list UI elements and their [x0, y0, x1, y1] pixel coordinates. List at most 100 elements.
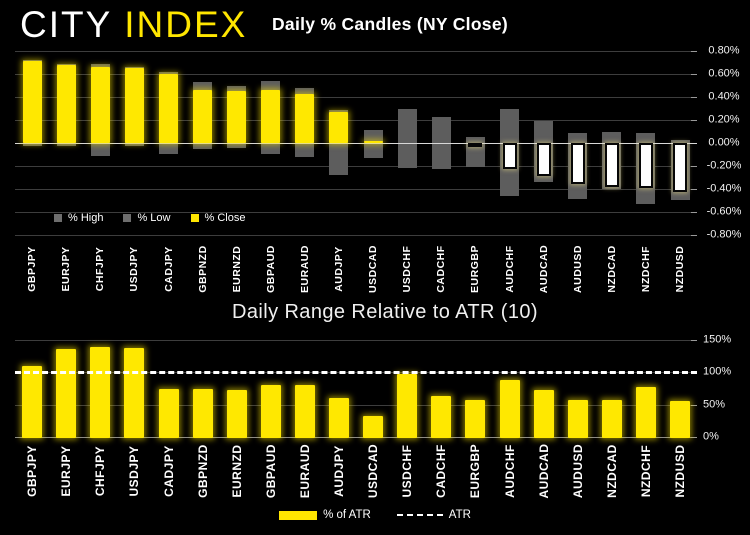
legend-item-low: % Low	[123, 212, 171, 224]
legend-low-label: % Low	[137, 212, 171, 224]
y-axis-label: 50%	[703, 398, 726, 411]
y-axis-label: -0.60%	[706, 205, 742, 218]
y-axis-tick	[691, 51, 697, 52]
x-axis-label: USDJPY	[127, 445, 142, 497]
high-low-bar	[22, 60, 42, 147]
y-axis-tick	[691, 166, 697, 167]
x-axis-label: AUDCHF	[502, 444, 517, 498]
x-axis-label: AUDCHF	[503, 245, 516, 293]
close-bar-positive	[261, 90, 281, 143]
legend-atr-pct-label: % of ATR	[323, 509, 371, 521]
y-axis-label: -0.40%	[706, 182, 742, 195]
gridline	[15, 404, 697, 406]
x-axis-label: EURNZD	[229, 444, 244, 498]
y-axis-tick	[691, 97, 697, 98]
high-low-bar	[329, 109, 349, 176]
close-bar-negative	[536, 143, 551, 177]
close-bar-positive	[227, 91, 247, 144]
high-low-bar	[159, 71, 178, 155]
x-axis-label: GBPJPY	[25, 445, 39, 497]
x-axis-label: GBPAUD	[263, 443, 278, 499]
gridline	[15, 51, 697, 52]
y-axis-tick	[691, 212, 697, 213]
x-axis-label: AUDJPY	[331, 445, 346, 497]
atr-percent-bar	[90, 347, 111, 438]
x-axis-label: AUDCAD	[537, 244, 550, 294]
x-axis-label: AUDCAD	[536, 443, 551, 499]
gridline	[15, 340, 697, 341]
gridline	[15, 120, 697, 121]
high-low-bar	[500, 108, 519, 196]
x-axis-label: NZDCAD	[605, 245, 618, 293]
y-axis-label: -0.20%	[706, 159, 742, 172]
x-axis-label: USDCAD	[367, 245, 380, 293]
atr-reference-line	[15, 370, 697, 374]
y-axis-label: 0.60%	[708, 67, 740, 80]
x-axis-label: GBPJPY	[26, 246, 38, 292]
close-bar-negative	[604, 143, 619, 187]
atr-percent-bar	[499, 380, 520, 438]
x-axis-label: GBPAUD	[264, 245, 277, 293]
legend-item-atr-pct: % of ATR	[279, 509, 371, 521]
legend-item-atr: ATR	[396, 509, 471, 521]
low-swatch-icon	[123, 214, 132, 222]
close-bar-positive	[56, 64, 76, 143]
y-axis-label: 0%	[703, 430, 719, 443]
atr-percent-bar	[226, 390, 247, 438]
close-bar-positive	[22, 61, 42, 143]
atr-percent-bar	[22, 365, 42, 438]
high-low-bar	[670, 139, 690, 201]
atr-percent-bar	[465, 399, 486, 438]
x-axis-label: USDCHF	[401, 245, 414, 293]
atr-percent-bar	[397, 373, 418, 438]
high-low-bar	[363, 130, 383, 158]
close-swatch-icon	[190, 214, 199, 222]
high-low-bar	[431, 116, 451, 170]
atr-pct-swatch-icon	[279, 510, 318, 520]
close-bar-positive	[329, 111, 349, 143]
close-bar-positive	[193, 90, 213, 143]
high-low-bar	[193, 82, 213, 149]
x-axis-label: CADCHF	[435, 245, 448, 293]
close-bar-negative	[638, 143, 653, 188]
high-low-bar	[465, 137, 485, 168]
bottom-chart-title: Daily Range Relative to ATR (10)	[232, 301, 538, 323]
close-bar-positive	[159, 74, 178, 143]
city-index-logo: CITY INDEX	[20, 4, 247, 46]
zero-gridline	[15, 143, 697, 144]
atr-percent-bar	[601, 400, 622, 438]
x-axis-label: CHFJPY	[93, 445, 108, 497]
high-low-bar	[534, 121, 554, 183]
y-axis-tick	[691, 120, 697, 121]
atr-percent-bar	[56, 349, 77, 438]
x-axis-label: NZDCHF	[638, 444, 653, 498]
x-axis-label: GBPNZD	[196, 245, 209, 293]
y-axis-label: 100%	[703, 365, 732, 378]
legend-close-label: % Close	[204, 212, 246, 224]
x-axis-label: EURJPY	[60, 246, 73, 292]
y-axis-label: 0.00%	[708, 136, 740, 149]
x-axis-label: CADJPY	[162, 246, 175, 292]
gridline	[15, 189, 697, 190]
x-axis-label: EURJPY	[59, 445, 74, 497]
y-axis-label: -0.80%	[706, 228, 742, 241]
y-axis-tick	[691, 189, 697, 190]
x-axis-label: USDCHF	[400, 444, 415, 498]
y-axis-tick	[691, 372, 697, 374]
top-chart-legend: % High % Low % Close	[54, 212, 245, 224]
close-bar-negative	[502, 143, 517, 170]
gridline	[15, 74, 697, 75]
close-bar-positive	[363, 140, 383, 143]
atr-percent-bar	[670, 400, 690, 438]
x-axis-label: EURAUD	[298, 245, 311, 293]
high-low-bar	[90, 63, 110, 156]
high-low-bar	[397, 108, 417, 169]
y-axis-label: 0.80%	[708, 44, 740, 57]
y-axis-tick	[691, 235, 697, 236]
high-low-bar	[261, 80, 281, 155]
x-axis-label: USDJPY	[128, 246, 141, 292]
close-bar-positive	[90, 67, 110, 143]
x-axis-label: EURAUD	[297, 443, 312, 499]
x-axis-label: EURNZD	[230, 245, 243, 293]
